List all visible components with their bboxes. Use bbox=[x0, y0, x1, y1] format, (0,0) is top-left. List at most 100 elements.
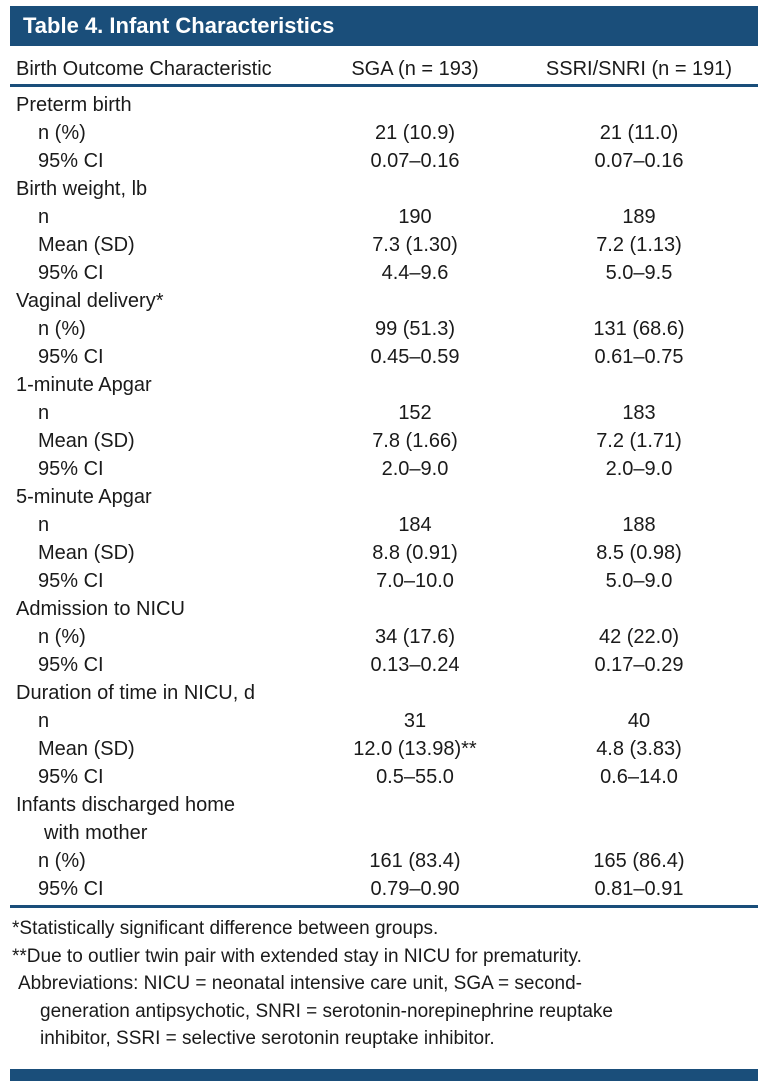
table-row: Mean (SD) 8.8 (0.91) 8.5 (0.98) bbox=[10, 539, 758, 567]
table-row: 95% CI 0.5–55.0 0.6–14.0 bbox=[10, 763, 758, 791]
sga-value: 99 (51.3) bbox=[374, 318, 456, 340]
row-label: 95% CI bbox=[38, 150, 104, 172]
section-label: Admission to NICU bbox=[16, 598, 185, 620]
section-label: Birth weight, lb bbox=[16, 178, 148, 200]
table-title-bar: Table 4. Infant Characteristics bbox=[10, 6, 758, 46]
ssri-value: 42 (22.0) bbox=[598, 626, 680, 648]
footnote-abbreviations-line2: generation antipsychotic, SNRI = seroton… bbox=[40, 1000, 613, 1022]
ssri-value: 7.2 (1.13) bbox=[596, 234, 682, 256]
column-header-characteristic: Birth Outcome Characteristic bbox=[16, 58, 272, 80]
section-header-row: 1-minute Apgar bbox=[10, 371, 758, 399]
footnote-abbreviations-line1: Abbreviations: NICU = neonatal intensive… bbox=[18, 973, 582, 994]
ssri-value: 131 (68.6) bbox=[593, 318, 685, 340]
row-label: 95% CI bbox=[38, 346, 104, 368]
section-header-row: Admission to NICU bbox=[10, 595, 758, 623]
row-label: n (%) bbox=[38, 318, 86, 340]
section-label: 5-minute Apgar bbox=[16, 486, 152, 508]
table-row: n (%) 21 (10.9) 21 (11.0) bbox=[10, 119, 758, 147]
sga-value: 2.0–9.0 bbox=[381, 458, 449, 480]
ssri-value: 165 (86.4) bbox=[593, 850, 685, 872]
row-label: 95% CI bbox=[38, 262, 104, 284]
row-label: 95% CI bbox=[38, 766, 104, 788]
section-label: Infants discharged home bbox=[16, 794, 236, 816]
row-label: Mean (SD) bbox=[38, 234, 135, 256]
sga-value: 0.13–0.24 bbox=[370, 654, 460, 676]
row-label: 95% CI bbox=[38, 570, 104, 592]
ssri-value: 21 (11.0) bbox=[599, 122, 679, 144]
column-header-sga: SGA (n = 193) bbox=[351, 58, 479, 80]
table-row: n (%) 161 (83.4) 165 (86.4) bbox=[10, 847, 758, 875]
section-header-row: Birth weight, lb bbox=[10, 175, 758, 203]
row-label: n bbox=[38, 402, 50, 424]
sga-value: 0.07–0.16 bbox=[370, 150, 460, 172]
sga-value: 184 bbox=[398, 514, 432, 536]
table-row: n 152 183 bbox=[10, 399, 758, 427]
row-label: Mean (SD) bbox=[38, 542, 135, 564]
footnote-significance: *Statistically significant difference be… bbox=[12, 918, 439, 939]
table-body: Preterm birth n (%) 21 (10.9) 21 (11.0) … bbox=[10, 87, 758, 905]
sga-value: 34 (17.6) bbox=[374, 626, 456, 648]
section-header-row: 5-minute Apgar bbox=[10, 483, 758, 511]
sga-value: 0.79–0.90 bbox=[370, 878, 460, 900]
sga-value: 8.8 (0.91) bbox=[372, 542, 458, 564]
section-label-wrap: Infants discharged home with mother bbox=[10, 791, 758, 847]
column-header-row: Birth Outcome Characteristic SGA (n = 19… bbox=[10, 54, 758, 84]
ssri-value: 4.8 (3.83) bbox=[596, 738, 682, 760]
sga-value: 7.0–10.0 bbox=[376, 570, 454, 592]
section-label: 1-minute Apgar bbox=[16, 374, 152, 396]
ssri-value: 2.0–9.0 bbox=[605, 458, 673, 480]
sga-value: 161 (83.4) bbox=[369, 850, 461, 872]
table-row: 95% CI 4.4–9.6 5.0–9.5 bbox=[10, 259, 758, 287]
sga-value: 4.4–9.6 bbox=[381, 262, 449, 284]
sga-value: 0.5–55.0 bbox=[376, 766, 454, 788]
row-label: 95% CI bbox=[38, 654, 104, 676]
footnote-outlier: **Due to outlier twin pair with extended… bbox=[12, 945, 582, 967]
section-header-row: Vaginal delivery* bbox=[10, 287, 758, 315]
sga-value: 0.45–0.59 bbox=[370, 346, 460, 368]
table-row: 95% CI 0.45–0.59 0.61–0.75 bbox=[10, 343, 758, 371]
ssri-value: 189 bbox=[622, 206, 656, 228]
footnote-divider-rule bbox=[10, 905, 758, 908]
row-label: 95% CI bbox=[38, 458, 104, 480]
ssri-value: 188 bbox=[622, 514, 656, 536]
sga-value: 21 (10.9) bbox=[374, 122, 456, 144]
table-bottom-bar bbox=[10, 1069, 758, 1081]
row-label: n bbox=[38, 710, 50, 732]
table-row: 95% CI 2.0–9.0 2.0–9.0 bbox=[10, 455, 758, 483]
ssri-value: 7.2 (1.71) bbox=[596, 430, 682, 452]
row-label: n bbox=[38, 206, 50, 228]
sga-value: 152 bbox=[398, 402, 432, 424]
section-label: Preterm birth bbox=[16, 94, 132, 116]
sga-value: 12.0 (13.98)** bbox=[353, 738, 477, 760]
ssri-value: 0.17–0.29 bbox=[594, 654, 684, 676]
table-row: n (%) 34 (17.6) 42 (22.0) bbox=[10, 623, 758, 651]
section-label: Vaginal delivery* bbox=[16, 290, 164, 312]
section-header-row: Duration of time in NICU, d bbox=[10, 679, 758, 707]
section-header-row: Preterm birth bbox=[10, 91, 758, 119]
sga-value: 7.8 (1.66) bbox=[372, 430, 458, 452]
sga-value: 31 bbox=[403, 710, 427, 732]
ssri-value: 5.0–9.5 bbox=[605, 262, 673, 284]
footnotes: *Statistically significant difference be… bbox=[10, 908, 758, 1053]
table-row: n 184 188 bbox=[10, 511, 758, 539]
ssri-value: 40 bbox=[627, 710, 651, 732]
table-row: Mean (SD) 7.3 (1.30) 7.2 (1.13) bbox=[10, 231, 758, 259]
row-label: n bbox=[38, 514, 50, 536]
table-row: n 190 189 bbox=[10, 203, 758, 231]
table-title: Table 4. Infant Characteristics bbox=[23, 13, 335, 38]
ssri-value: 0.81–0.91 bbox=[594, 878, 684, 900]
table-row: 95% CI 7.0–10.0 5.0–9.0 bbox=[10, 567, 758, 595]
table-row: n (%) 99 (51.3) 131 (68.6) bbox=[10, 315, 758, 343]
table-row: Mean (SD) 7.8 (1.66) 7.2 (1.71) bbox=[10, 427, 758, 455]
section-header-row: Infants discharged home with mother bbox=[10, 791, 758, 847]
ssri-value: 0.61–0.75 bbox=[594, 346, 684, 368]
row-label: Mean (SD) bbox=[38, 430, 135, 452]
table-row: 95% CI 0.79–0.90 0.81–0.91 bbox=[10, 875, 758, 903]
table-row: Mean (SD) 12.0 (13.98)** 4.8 (3.83) bbox=[10, 735, 758, 763]
row-label: 95% CI bbox=[38, 878, 104, 900]
column-header-ssri: SSRI/SNRI (n = 191) bbox=[545, 58, 733, 80]
section-label-line2: with mother bbox=[44, 822, 148, 844]
table-row: 95% CI 0.13–0.24 0.17–0.29 bbox=[10, 651, 758, 679]
ssri-value: 0.6–14.0 bbox=[600, 766, 678, 788]
